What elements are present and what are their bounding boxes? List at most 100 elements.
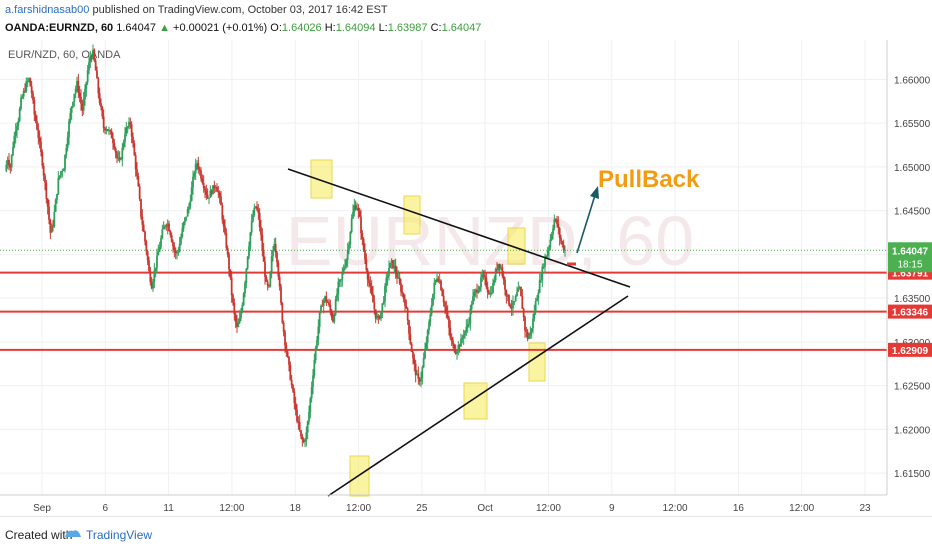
candle-body [489, 292, 492, 295]
candle-body [392, 260, 394, 269]
candle-body [512, 301, 514, 309]
candle-body [457, 345, 460, 352]
y-tick-label: 1.62000 [894, 425, 931, 436]
highlight-box[interactable] [310, 159, 333, 199]
candle-body [212, 185, 214, 195]
candle-body [40, 141, 42, 153]
candle-body [236, 321, 238, 327]
symbol-label: OANDA:EURNZD, 60 [5, 22, 114, 34]
candle-body [342, 268, 345, 273]
candle-body [416, 373, 418, 376]
candle-body [453, 344, 456, 352]
candle-body [170, 234, 173, 242]
candle-body [96, 70, 98, 79]
candle-body [140, 199, 142, 217]
candle-body [62, 169, 65, 171]
candle-body [529, 331, 532, 336]
candle-body [520, 287, 522, 297]
candle-body [45, 182, 48, 199]
candle-body [68, 121, 70, 138]
candle-body [76, 80, 78, 89]
candle-body [116, 152, 118, 159]
arrow-head-icon [590, 186, 599, 199]
candle-body [364, 250, 366, 260]
candle-body [462, 335, 465, 338]
candle-body [326, 301, 329, 303]
candle-body [265, 276, 268, 282]
candle-body [517, 288, 520, 292]
candle-body [506, 294, 509, 297]
upper-trendline[interactable] [287, 168, 631, 288]
candle-body [312, 375, 314, 388]
candle-body [377, 315, 380, 317]
candle-body [373, 302, 376, 310]
candle-body [144, 231, 146, 242]
candle-body [288, 356, 290, 365]
candle-body [185, 216, 188, 218]
candle-body [113, 143, 116, 149]
candle-body [274, 244, 277, 253]
candle-body [308, 411, 310, 422]
candle-body [368, 279, 370, 283]
candle-body [458, 345, 461, 347]
candle-body [12, 146, 14, 155]
candle-body [442, 295, 445, 303]
candle-body [148, 260, 150, 271]
candle-body [268, 285, 270, 287]
candle-body [545, 255, 548, 258]
candle-body [560, 237, 562, 242]
candle-body [138, 186, 141, 200]
candle-body [310, 387, 313, 399]
lower-trendline[interactable] [327, 295, 629, 497]
highlight-box[interactable] [349, 455, 370, 497]
candle-body [425, 342, 428, 349]
candle-body [330, 310, 333, 318]
pullback-arrow[interactable] [576, 191, 597, 254]
candle-body [486, 287, 489, 293]
candle-body [85, 81, 88, 90]
candle-body [412, 352, 414, 359]
candle-body [14, 130, 17, 136]
candle-body [114, 148, 117, 153]
candle-body [252, 214, 254, 222]
candle-body [534, 301, 537, 313]
highlight-box[interactable] [528, 342, 546, 382]
candle-body [353, 205, 356, 212]
candle-body [298, 421, 301, 431]
x-tick-label: 9 [609, 503, 615, 514]
candle-body [522, 308, 525, 318]
price-chart[interactable]: EURNZD, 60 EUR/NZD, 60, OANDA PullBack 1… [0, 0, 932, 516]
tradingview-brand[interactable]: TradingView [86, 528, 153, 542]
last-price-tag [888, 242, 932, 273]
candle-body [449, 327, 452, 338]
candle-body [422, 358, 425, 368]
candle-body [401, 291, 404, 294]
candle-body [372, 293, 374, 303]
last-price-label: 1.64047 [892, 246, 929, 257]
published-text: published on TradingView.com, October 03… [92, 4, 388, 16]
candle-body [50, 225, 53, 233]
candle-body [206, 194, 209, 199]
highlight-box[interactable] [507, 227, 526, 265]
candle-body [94, 60, 97, 71]
candle-body [248, 246, 250, 257]
candle-body [398, 277, 401, 284]
candle-body [102, 116, 105, 129]
highlight-box[interactable] [403, 195, 421, 235]
highlight-box[interactable] [463, 382, 488, 420]
candle-body [200, 170, 202, 179]
candle-body [13, 135, 16, 147]
candle-body [57, 177, 60, 194]
x-tick-label: 18 [290, 503, 302, 514]
candle-body [285, 345, 288, 352]
candle-body [181, 228, 184, 237]
candle-body [161, 229, 164, 239]
candle-body [9, 165, 12, 168]
candle-body [466, 324, 469, 327]
candle-body [498, 263, 501, 269]
candle-body [528, 335, 530, 339]
candle-body [5, 164, 8, 172]
author-link[interactable]: a.farshidnasab00 [5, 4, 90, 16]
candle-body [189, 200, 192, 207]
candle-body [257, 209, 260, 213]
